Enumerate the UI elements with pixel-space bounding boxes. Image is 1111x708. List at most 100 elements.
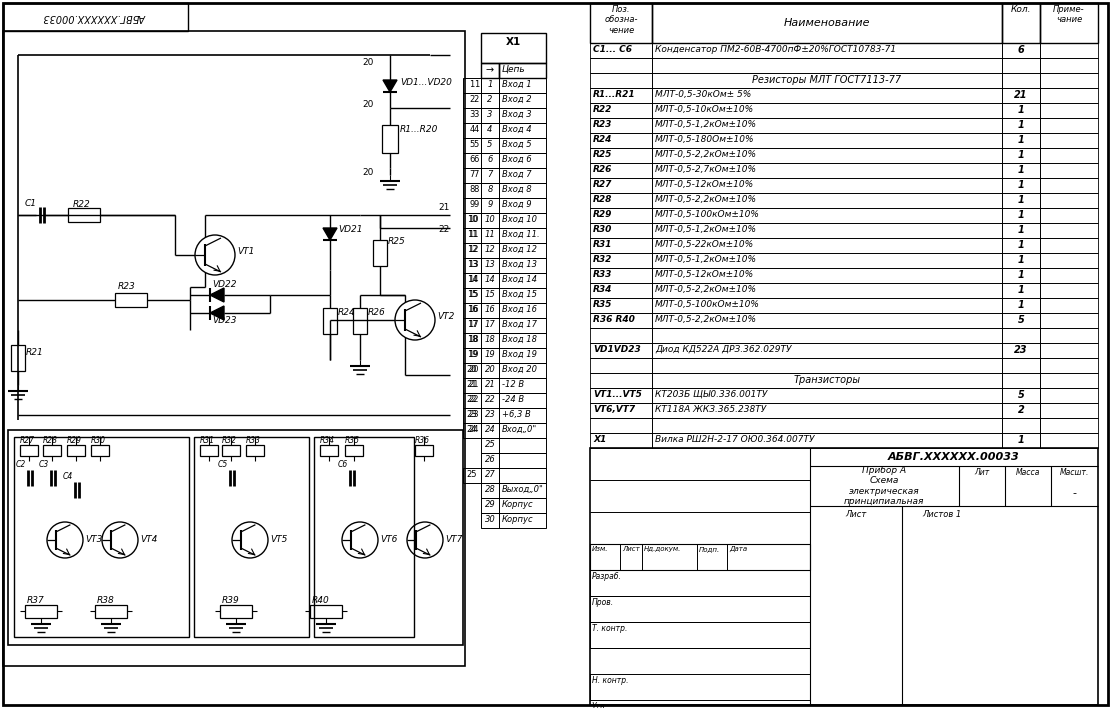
Bar [116,293,147,307]
Bar [1002,73,1040,88]
Bar [1002,193,1040,208]
Bar [481,318,499,333]
Bar [590,570,810,596]
Text: 8: 8 [469,185,474,194]
Text: R26: R26 [593,165,612,174]
Text: МЛТ-0,5-2,2кОм±10%: МЛТ-0,5-2,2кОм±10% [655,150,757,159]
Text: МЛТ-0,5-180Ом±10%: МЛТ-0,5-180Ом±10% [655,135,754,144]
Text: R29: R29 [593,210,612,219]
Bar [499,333,546,348]
Bar [499,108,546,123]
Text: Лист: Лист [845,510,867,519]
Text: VT1...VT5: VT1...VT5 [593,390,642,399]
Bar [590,596,810,622]
Text: R36: R36 [416,436,430,445]
Text: МЛТ-0,5-30кОм± 5%: МЛТ-0,5-30кОм± 5% [655,90,751,99]
Text: 1: 1 [1018,180,1024,190]
Bar [481,93,499,108]
Bar [590,373,652,388]
Text: 20: 20 [484,365,496,374]
Text: Цепь: Цепь [502,65,526,74]
Text: Пров.: Пров. [592,598,614,607]
Bar [590,358,652,373]
Text: R33: R33 [246,436,261,445]
Bar [499,348,546,363]
Bar [652,268,1002,283]
Text: 8: 8 [488,185,492,194]
Bar [463,423,481,438]
Text: 20: 20 [469,365,479,374]
Bar [91,445,109,456]
Bar [194,437,309,637]
Text: Приме-
чание: Приме- чание [1053,5,1084,24]
Polygon shape [383,80,397,92]
Bar [1040,3,1098,43]
Text: 6: 6 [488,155,492,164]
Bar [499,63,546,78]
Text: VT6: VT6 [380,535,398,544]
Bar [590,298,652,313]
Text: Корпус: Корпус [502,515,533,524]
Text: R31: R31 [200,436,216,445]
Bar [481,333,499,348]
Bar [481,483,499,498]
Bar [499,453,546,468]
Bar [590,674,810,700]
Text: 5: 5 [473,140,479,149]
Text: 3: 3 [473,110,479,119]
Text: R21: R21 [26,348,43,357]
Text: 12: 12 [484,245,496,254]
Text: Вход 10: Вход 10 [502,215,537,224]
Bar [499,123,546,138]
Text: 15: 15 [469,290,479,299]
Bar [652,58,1002,73]
Text: Вилка РШ2Н-2-17 ОЮ0.364.007ТУ: Вилка РШ2Н-2-17 ОЮ0.364.007ТУ [655,435,814,444]
Text: Вход 16: Вход 16 [502,305,537,314]
Bar [652,118,1002,133]
Text: R25: R25 [388,237,406,246]
Text: Вход 5: Вход 5 [502,140,532,149]
Text: Наименование: Наименование [783,18,870,28]
Text: МЛТ-0,5-1,2кОм±10%: МЛТ-0,5-1,2кОм±10% [655,255,757,264]
Bar [1040,238,1098,253]
Bar [1002,148,1040,163]
Bar [590,148,652,163]
Text: Прибор А
Схема
электрическая
принципиальная: Прибор А Схема электрическая принципиаль… [844,466,924,506]
Text: -12 В: -12 В [502,380,524,389]
Bar [1040,328,1098,343]
Bar [590,73,652,88]
Text: R35: R35 [346,436,360,445]
Text: 17: 17 [467,320,478,329]
Bar [590,268,652,283]
Text: C1... C6: C1... C6 [593,45,632,54]
Text: Кол.: Кол. [1011,5,1031,14]
Bar [1002,3,1040,43]
Text: R40: R40 [312,596,330,605]
Text: 20: 20 [467,365,478,374]
Text: 23: 23 [469,410,479,419]
Bar [1040,133,1098,148]
Text: Разраб.: Разраб. [592,572,622,581]
Bar [590,328,652,343]
Text: 1: 1 [1018,255,1024,265]
Text: Вход 15: Вход 15 [502,290,537,299]
Text: МЛТ-0,5-22кОм±10%: МЛТ-0,5-22кОм±10% [655,240,754,249]
Bar [590,343,652,358]
Text: 24: 24 [484,425,496,434]
Text: -: - [1072,488,1075,498]
Text: Вход 1: Вход 1 [502,80,532,89]
Text: 1: 1 [1018,240,1024,250]
Bar [1002,328,1040,343]
Bar [499,378,546,393]
Bar [652,88,1002,103]
Bar [590,133,652,148]
Bar [67,445,86,456]
Bar [1040,148,1098,163]
Text: X1: X1 [506,37,521,47]
Text: R28: R28 [43,436,58,445]
Text: R37: R37 [27,596,44,605]
Text: 23: 23 [1014,345,1028,355]
Bar [590,622,810,648]
Bar [590,208,652,223]
Text: 28: 28 [484,485,496,494]
